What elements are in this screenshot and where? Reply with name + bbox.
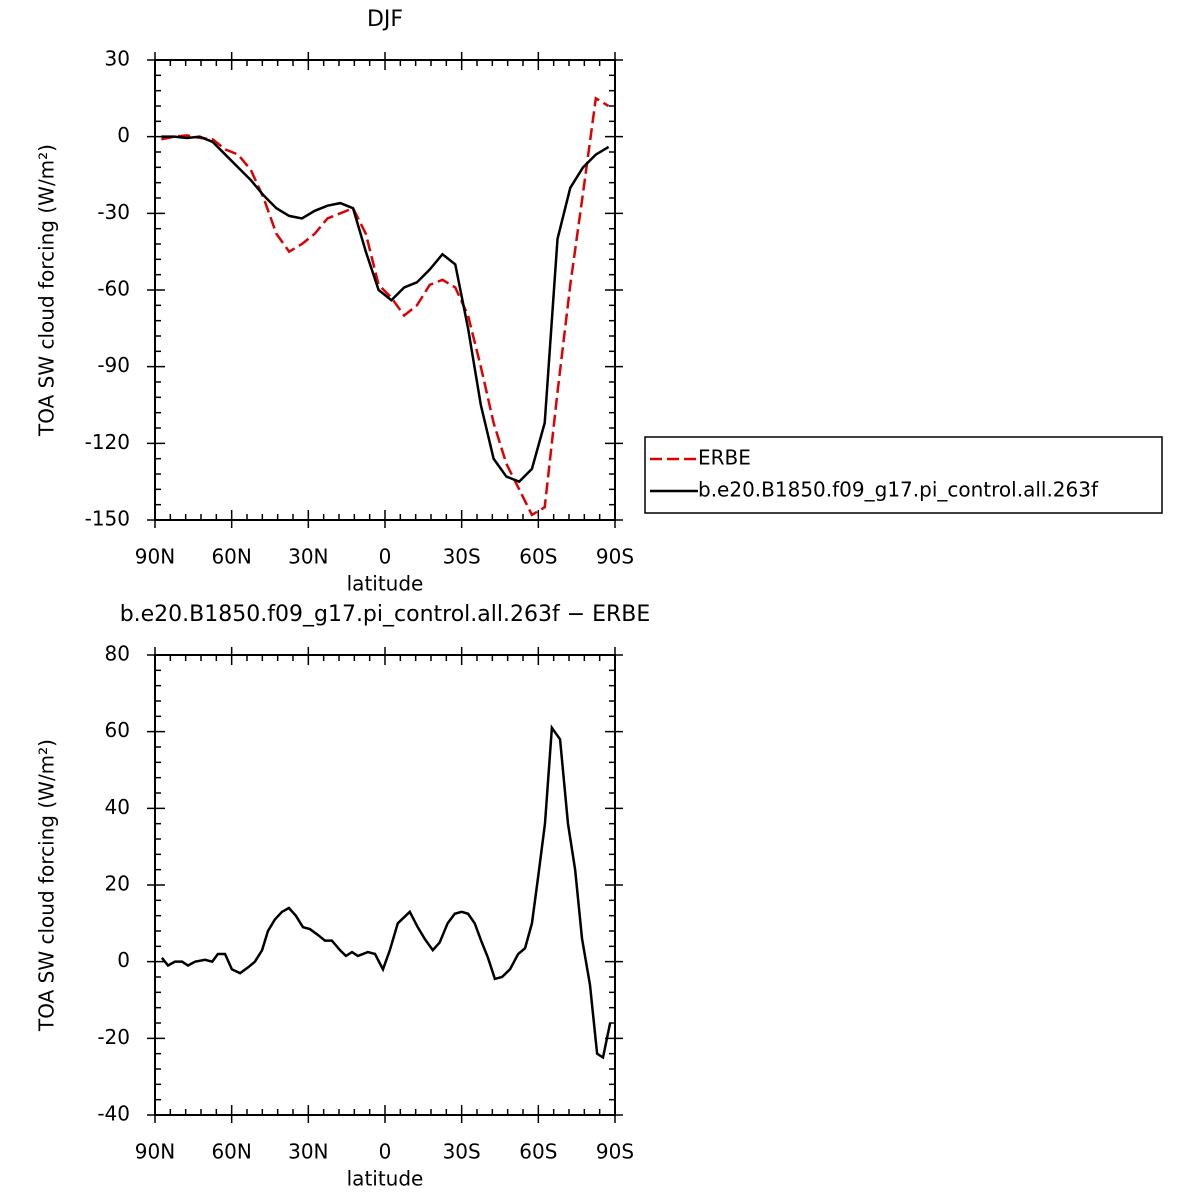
x-tick-label: 30S	[443, 1140, 481, 1164]
y-axis-label: TOA SW cloud forcing (W/m²)	[35, 144, 59, 437]
y-tick-label: 40	[105, 795, 130, 819]
x-axis-label: latitude	[347, 572, 424, 596]
y-tick-label: 30	[105, 47, 130, 71]
plot-frame	[154, 654, 616, 1116]
y-tick-label: 0	[117, 123, 130, 147]
y-tick-label: -90	[97, 353, 130, 377]
data-line	[160, 724, 612, 1060]
y-tick-label: 20	[105, 872, 130, 896]
x-tick-label: 90S	[596, 545, 634, 569]
x-tick-label: 90S	[596, 1140, 634, 1164]
legend-label: ERBE	[698, 446, 751, 470]
x-tick-label: 60S	[519, 1140, 557, 1164]
x-tick-label: 60S	[519, 545, 557, 569]
y-tick-label: 80	[105, 642, 130, 666]
y-axis-label: TOA SW cloud forcing (W/m²)	[35, 739, 59, 1032]
y-tick-label: 0	[117, 948, 130, 972]
chart-title: DJF	[367, 7, 403, 32]
x-tick-label: 90N	[135, 1140, 175, 1164]
x-tick-label: 30N	[288, 545, 328, 569]
x-tick-label: 0	[379, 545, 392, 569]
y-tick-label: -150	[85, 507, 130, 531]
chart-title: b.e20.B1850.f09_g17.pi_control.all.263f …	[120, 602, 651, 627]
y-tick-label: -40	[97, 1102, 130, 1126]
y-tick-label: -60	[97, 277, 130, 301]
y-tick-label: -30	[97, 200, 130, 224]
x-tick-label: 60N	[211, 545, 251, 569]
y-tick-label: -120	[85, 430, 130, 454]
y-tick-label: 60	[105, 718, 130, 742]
x-tick-label: 90N	[135, 545, 175, 569]
data-line	[161, 96, 610, 517]
legend-label: b.e20.B1850.f09_g17.pi_control.all.263f	[698, 478, 1099, 502]
x-tick-label: 30S	[443, 545, 481, 569]
x-tick-label: 30N	[288, 1140, 328, 1164]
legend-box	[644, 436, 1163, 514]
data-line	[161, 135, 610, 484]
y-tick-label: -20	[97, 1025, 130, 1049]
x-tick-label: 0	[379, 1140, 392, 1164]
x-axis-label: latitude	[347, 1167, 424, 1191]
x-tick-label: 60N	[211, 1140, 251, 1164]
